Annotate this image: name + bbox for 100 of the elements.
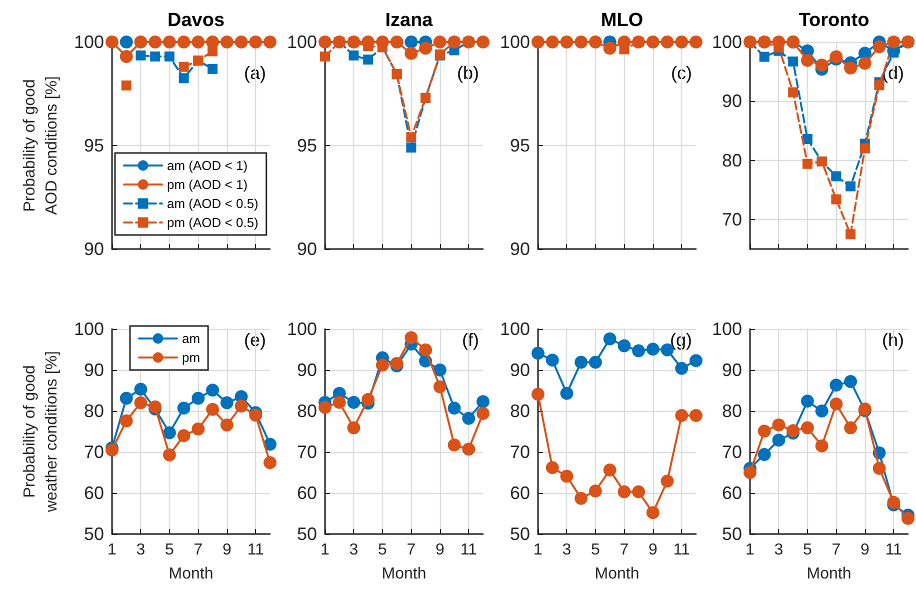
point bbox=[164, 51, 174, 62]
point bbox=[646, 506, 660, 520]
y-tick-label: 80 bbox=[722, 150, 742, 170]
y-tick-label: 60 bbox=[510, 483, 530, 503]
point bbox=[192, 36, 205, 48]
point bbox=[618, 36, 631, 48]
point bbox=[560, 36, 574, 48]
y-tick-label: 100 bbox=[286, 319, 317, 339]
x-tick-label: 9 bbox=[222, 542, 232, 558]
y-tick-label: 60 bbox=[722, 483, 742, 503]
point bbox=[546, 36, 559, 48]
point bbox=[264, 456, 276, 470]
point bbox=[830, 378, 843, 392]
chart-title: Izana bbox=[385, 10, 434, 31]
y-tick-label: 95 bbox=[84, 136, 104, 156]
legend-label: am (AOD < 0.5) bbox=[167, 196, 258, 211]
x-axis-title: Month bbox=[382, 566, 426, 582]
point bbox=[675, 362, 688, 375]
point bbox=[588, 36, 602, 48]
y-tick-label: 70 bbox=[722, 209, 742, 230]
point bbox=[758, 448, 771, 461]
point bbox=[234, 36, 248, 48]
point bbox=[106, 36, 118, 48]
point bbox=[376, 358, 389, 372]
annotation: (b) bbox=[457, 63, 479, 83]
point bbox=[318, 400, 332, 414]
x-tick-label: 3 bbox=[349, 542, 358, 558]
point bbox=[220, 36, 234, 48]
y-tick-label: 90 bbox=[296, 360, 317, 380]
annotation: (f) bbox=[462, 330, 480, 350]
chart-title: Toronto bbox=[798, 10, 870, 31]
point bbox=[830, 398, 843, 411]
point bbox=[744, 466, 756, 479]
x-tick-label: 11 bbox=[460, 542, 478, 558]
point bbox=[902, 512, 914, 525]
point bbox=[177, 429, 190, 442]
annotation: (h) bbox=[882, 330, 904, 350]
y-tick-label: 60 bbox=[84, 483, 104, 503]
point bbox=[618, 485, 631, 498]
point bbox=[134, 396, 148, 410]
x-tick-label: 11 bbox=[247, 542, 264, 558]
chart-title: Davos bbox=[167, 10, 225, 31]
point bbox=[404, 331, 418, 344]
point bbox=[347, 396, 360, 409]
annotation: (e) bbox=[244, 330, 266, 350]
point bbox=[433, 364, 446, 376]
point bbox=[406, 142, 416, 153]
y-tick-label: 100 bbox=[712, 319, 742, 339]
point bbox=[800, 394, 814, 408]
y-tick-label: 60 bbox=[296, 483, 317, 503]
point bbox=[858, 56, 872, 70]
x-tick-label: 3 bbox=[774, 542, 784, 558]
x-tick-label: 7 bbox=[620, 542, 629, 558]
point bbox=[772, 36, 786, 48]
point bbox=[532, 388, 544, 401]
point bbox=[860, 143, 870, 154]
point bbox=[462, 442, 476, 456]
point bbox=[476, 406, 490, 420]
y-tick-label: 80 bbox=[296, 401, 317, 421]
point bbox=[150, 51, 160, 62]
point bbox=[320, 51, 330, 62]
point bbox=[406, 132, 416, 142]
point bbox=[362, 36, 375, 48]
x-tick-label: 7 bbox=[832, 542, 841, 558]
point bbox=[178, 73, 189, 84]
point bbox=[178, 62, 189, 72]
point bbox=[844, 374, 858, 388]
point bbox=[192, 422, 205, 436]
point bbox=[347, 421, 360, 434]
point bbox=[476, 36, 490, 48]
point bbox=[136, 50, 146, 60]
legend-label: pm (AOD < 1) bbox=[167, 177, 248, 192]
point bbox=[120, 36, 133, 48]
point bbox=[844, 62, 858, 75]
point bbox=[800, 54, 814, 67]
point bbox=[120, 50, 133, 63]
point bbox=[632, 344, 646, 358]
point bbox=[433, 380, 446, 394]
point bbox=[206, 402, 220, 416]
point bbox=[831, 194, 842, 204]
point bbox=[177, 36, 190, 48]
point bbox=[462, 412, 476, 425]
point bbox=[362, 393, 375, 406]
x-tick-label: 5 bbox=[591, 542, 600, 558]
point bbox=[162, 426, 176, 440]
point bbox=[404, 46, 418, 60]
x-tick-label: 9 bbox=[435, 542, 444, 558]
point bbox=[690, 36, 702, 48]
point bbox=[220, 396, 234, 410]
point bbox=[318, 36, 332, 48]
x-tick-label: 3 bbox=[562, 542, 572, 558]
point bbox=[675, 36, 688, 48]
point bbox=[560, 470, 574, 483]
y-tick-label: 90 bbox=[510, 360, 530, 380]
point bbox=[646, 36, 660, 48]
point bbox=[404, 36, 418, 48]
x-tick-label: 11 bbox=[885, 542, 902, 558]
x-tick-label: 1 bbox=[534, 542, 543, 558]
point bbox=[448, 402, 461, 415]
legend-label: pm (AOD < 0.5) bbox=[167, 215, 258, 230]
